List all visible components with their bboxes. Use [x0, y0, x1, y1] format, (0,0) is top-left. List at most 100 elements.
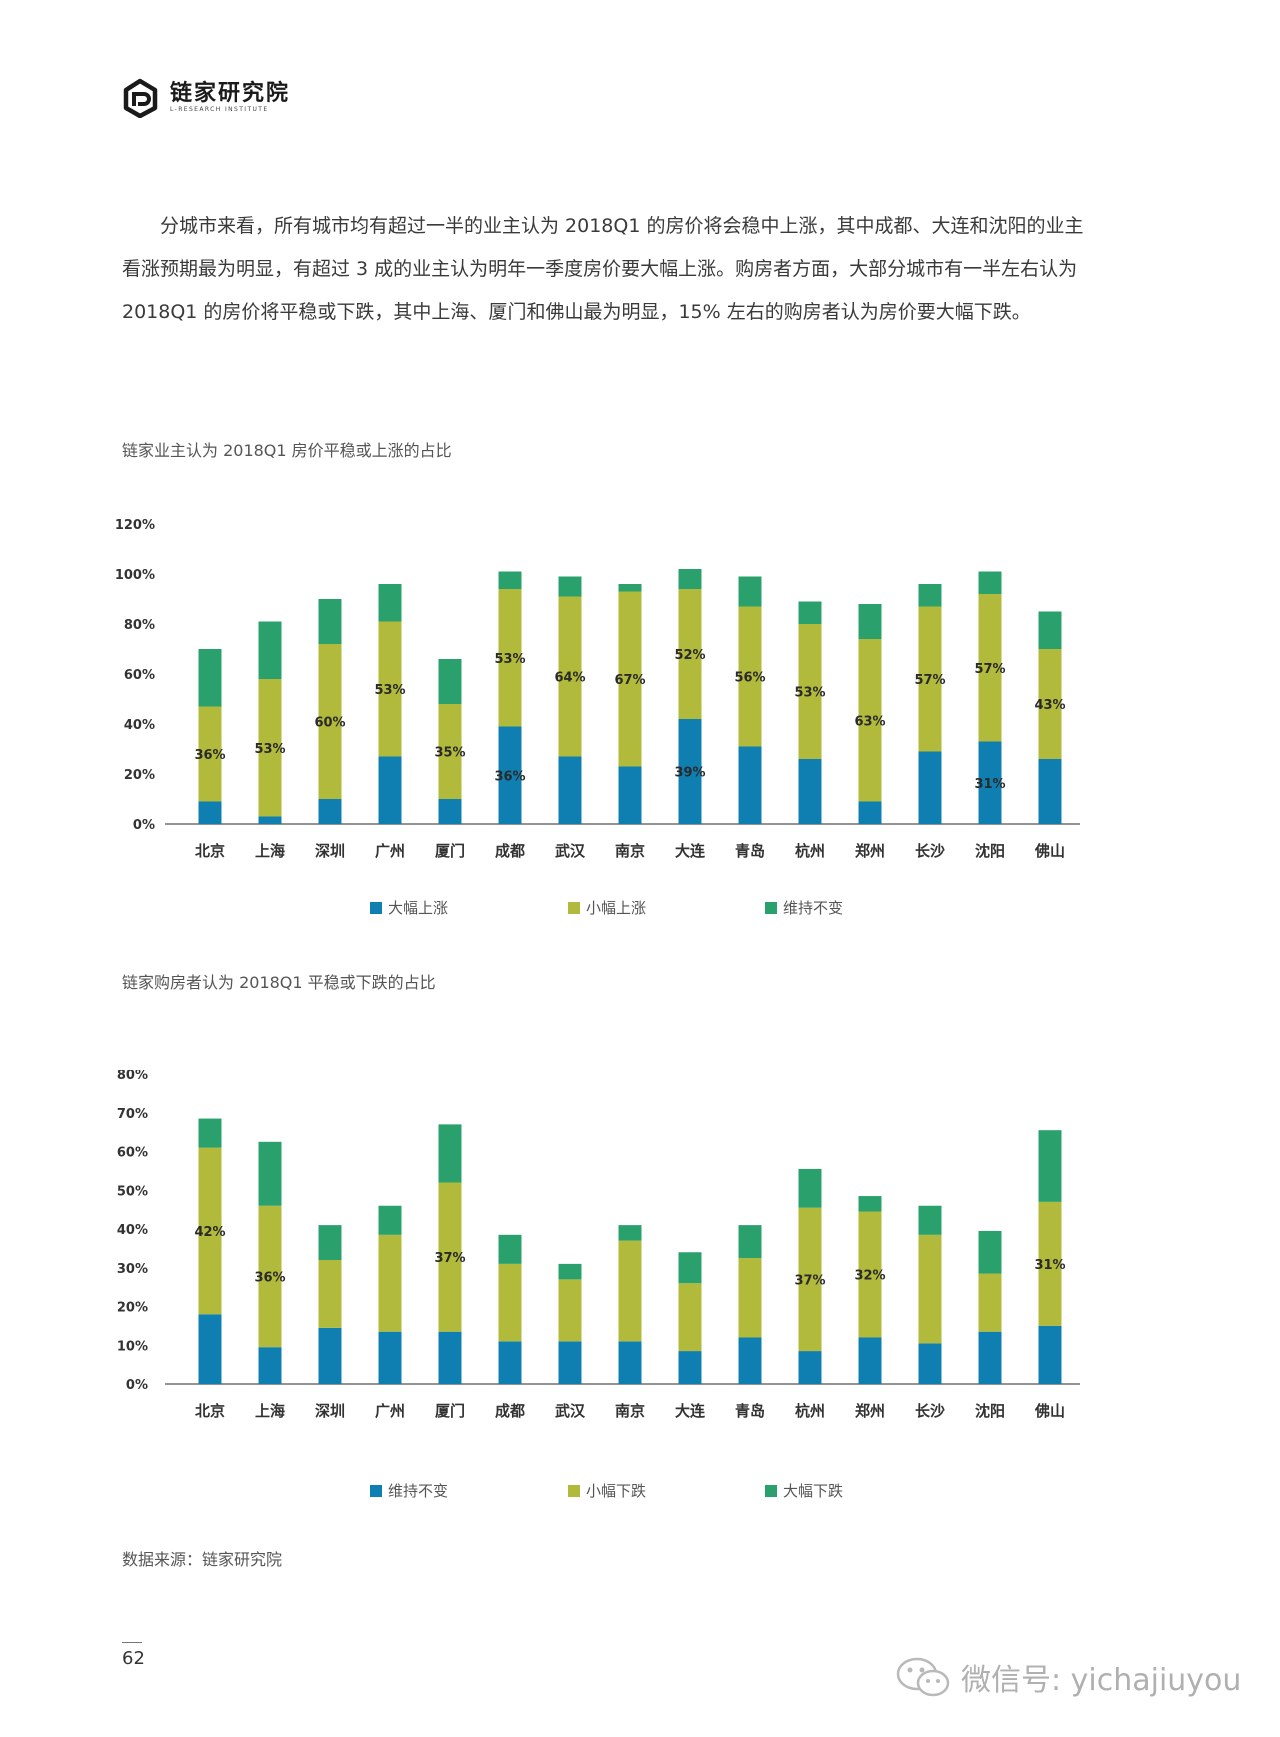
- data-label: 53%: [794, 686, 825, 701]
- x-tick-label: 厦门: [435, 1402, 465, 1420]
- legend-swatch: [568, 1485, 580, 1497]
- bar-segment: [978, 1331, 1002, 1384]
- bar-segment: [798, 1351, 822, 1384]
- x-tick-label: 沈阳: [975, 842, 1005, 860]
- y-tick-label: 0%: [133, 818, 155, 833]
- data-label: 31%: [1034, 1258, 1065, 1273]
- x-tick-label: 北京: [195, 842, 225, 860]
- legend-swatch: [370, 902, 382, 914]
- data-label: 35%: [434, 746, 465, 761]
- bar-segment: [678, 1252, 702, 1284]
- data-source: 数据来源：链家研究院: [122, 1550, 283, 1569]
- data-label: 53%: [254, 742, 285, 757]
- bar-segment: [858, 1211, 882, 1338]
- bar-segment: [1038, 1201, 1062, 1326]
- bar-segment: [438, 704, 462, 799]
- bar-segment: [978, 571, 1002, 594]
- y-tick-label: 40%: [124, 718, 155, 733]
- bar-segment: [798, 601, 822, 624]
- bar-segment: [198, 706, 222, 802]
- bar-segment: [918, 1343, 942, 1384]
- bar-segment: [1038, 649, 1062, 759]
- bar-segment: [198, 1147, 222, 1315]
- bar-segment: [1038, 759, 1062, 824]
- bar-segment: [858, 604, 882, 639]
- x-tick-label: 长沙: [915, 1402, 945, 1420]
- bar-segment: [738, 576, 762, 607]
- x-tick-label: 青岛: [735, 842, 765, 860]
- x-tick-label: 南京: [615, 842, 645, 860]
- bar-segment: [258, 816, 282, 824]
- bar-segment: [378, 1234, 402, 1332]
- y-tick-label: 20%: [117, 1301, 148, 1316]
- bar-segment: [978, 1273, 1002, 1332]
- data-label: 39%: [674, 766, 705, 781]
- data-label: 31%: [974, 777, 1005, 792]
- bar-segment: [198, 1314, 222, 1384]
- bar-segment: [318, 644, 342, 799]
- bar-segment: [438, 799, 462, 824]
- y-tick-label: 20%: [124, 768, 155, 783]
- x-tick-label: 上海: [255, 842, 285, 860]
- bar-segment: [858, 801, 882, 824]
- data-label: 63%: [854, 714, 885, 729]
- data-label: 36%: [254, 1270, 285, 1285]
- x-tick-label: 北京: [195, 1402, 225, 1420]
- x-tick-label: 青岛: [735, 1402, 765, 1420]
- data-label: 57%: [914, 673, 945, 688]
- bar-segment: [258, 1205, 282, 1348]
- brand-logo: 链家研究院 L-RESEARCH INSTITUTE: [120, 78, 290, 118]
- x-tick-label: 武汉: [555, 842, 586, 860]
- x-tick-label: 成都: [495, 1402, 525, 1420]
- bar-segment: [318, 1260, 342, 1328]
- x-tick-label: 武汉: [555, 1402, 586, 1420]
- chart2-title: 链家购房者认为 2018Q1 平稳或下跌的占比: [122, 973, 436, 992]
- data-label: 56%: [734, 671, 765, 686]
- bar-segment: [498, 1341, 522, 1384]
- wechat-watermark: 微信号: yichajiuyou: [895, 1655, 1241, 1699]
- bar-segment: [918, 1205, 942, 1235]
- bar-segment: [678, 1351, 702, 1384]
- bar-segment: [558, 1341, 582, 1384]
- bar-segment: [1038, 1130, 1062, 1202]
- brand-mark-icon: [123, 78, 158, 118]
- bar-segment: [918, 584, 942, 607]
- y-tick-label: 60%: [117, 1146, 148, 1161]
- legend-swatch: [568, 902, 580, 914]
- bar-segment: [858, 1196, 882, 1212]
- x-tick-label: 长沙: [915, 842, 945, 860]
- bar-segment: [978, 741, 1002, 824]
- bar-segment: [558, 596, 582, 757]
- legend-label: 大幅下跌: [783, 1482, 843, 1500]
- bar-segment: [918, 751, 942, 824]
- bar-segment: [378, 1331, 402, 1384]
- bar-segment: [798, 624, 822, 759]
- data-label: 37%: [794, 1273, 825, 1288]
- data-label: 52%: [674, 648, 705, 663]
- y-tick-label: 80%: [124, 618, 155, 633]
- x-tick-label: 佛山: [1034, 1402, 1065, 1420]
- bar-segment: [438, 1331, 462, 1384]
- bar-segment: [678, 569, 702, 589]
- y-tick-label: 120%: [115, 518, 155, 533]
- x-tick-label: 郑州: [855, 1402, 885, 1420]
- y-tick-label: 100%: [115, 568, 155, 583]
- bar-segment: [738, 746, 762, 824]
- y-tick-label: 80%: [117, 1070, 148, 1083]
- intro-paragraph: 分城市来看，所有城市均有超过一半的业主认为 2018Q1 的房价将会稳中上涨，其…: [122, 215, 1084, 323]
- page-number-rule: [122, 1642, 142, 1643]
- bar-segment: [258, 1347, 282, 1384]
- data-label: 42%: [194, 1225, 225, 1240]
- x-tick-label: 厦门: [435, 842, 465, 860]
- x-tick-label: 佛山: [1034, 842, 1065, 860]
- bar-segment: [498, 1263, 522, 1342]
- legend-swatch: [765, 1485, 777, 1497]
- legend-swatch: [765, 902, 777, 914]
- bar-segment: [258, 1141, 282, 1206]
- bar-segment: [258, 621, 282, 679]
- x-tick-label: 广州: [375, 1402, 405, 1420]
- bar-segment: [378, 621, 402, 757]
- bar-segment: [798, 759, 822, 824]
- x-tick-label: 南京: [615, 1402, 645, 1420]
- wechat-id: 微信号: yichajiuyou: [961, 1663, 1242, 1698]
